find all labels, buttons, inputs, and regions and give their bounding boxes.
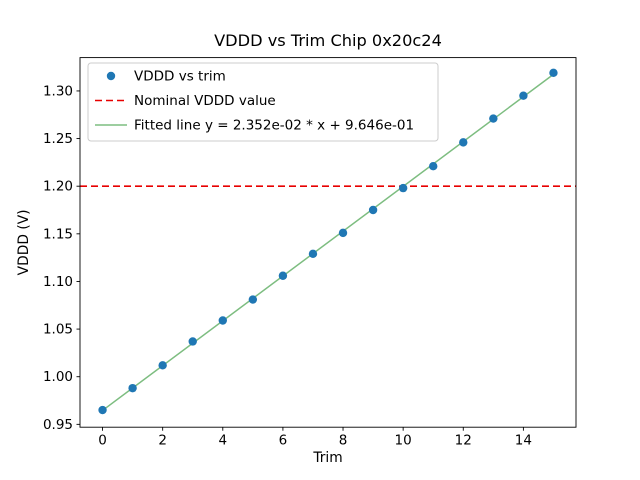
legend-label: VDDD vs trim bbox=[134, 69, 226, 85]
y-tick-label: 1.20 bbox=[43, 179, 73, 195]
data-point bbox=[459, 138, 468, 147]
data-point bbox=[248, 295, 258, 304]
legend-entry: Fitted line y = 2.352e-02 * x + 9.646e-0… bbox=[95, 118, 414, 134]
data-point bbox=[218, 316, 227, 325]
y-axis-label: VDDD (V) bbox=[16, 209, 32, 275]
x-tick-label: 12 bbox=[455, 433, 472, 449]
x-tick-label: 6 bbox=[279, 433, 288, 449]
y-axis: 0.95 1.00 1.05 1.10 1.15 1.20 1.25 1.30 bbox=[43, 83, 80, 433]
scatter-series bbox=[98, 68, 558, 415]
y-tick-label: 0.95 bbox=[43, 417, 73, 433]
data-point bbox=[398, 183, 408, 193]
legend-label: Nominal VDDD value bbox=[134, 93, 276, 109]
x-tick-label: 4 bbox=[218, 433, 227, 449]
data-point bbox=[308, 249, 318, 259]
legend-label: Fitted line y = 2.352e-02 * x + 9.646e-0… bbox=[134, 118, 414, 134]
data-point bbox=[338, 228, 348, 238]
y-tick-label: 1.05 bbox=[43, 322, 73, 338]
fitted-line-series bbox=[102, 73, 554, 412]
x-axis-label: Trim bbox=[312, 450, 342, 466]
data-point bbox=[188, 337, 197, 346]
chart-title: VDDD vs Trim Chip 0x20c24 bbox=[214, 31, 442, 50]
data-point bbox=[98, 405, 107, 415]
data-point bbox=[128, 383, 137, 393]
y-tick-label: 1.00 bbox=[43, 369, 73, 385]
x-tick-label: 14 bbox=[515, 433, 532, 449]
axes-frame bbox=[79, 57, 577, 428]
data-point bbox=[549, 68, 558, 78]
legend: VDDD vs trim Nominal VDDD value Fitted lin… bbox=[87, 62, 439, 142]
y-tick-label: 1.30 bbox=[43, 83, 73, 99]
x-tick-label: 8 bbox=[339, 433, 348, 449]
legend-marker-dot bbox=[106, 71, 116, 81]
data-point bbox=[158, 361, 167, 370]
data-point bbox=[429, 161, 438, 171]
fitted-line bbox=[102, 73, 554, 412]
x-axis: 0 2 4 6 8 10 12 14 bbox=[98, 427, 532, 449]
y-tick-label: 1.10 bbox=[43, 274, 73, 290]
data-point bbox=[519, 91, 528, 100]
y-tick-label: 1.15 bbox=[43, 226, 73, 242]
legend-box bbox=[87, 62, 439, 142]
data-point bbox=[278, 271, 288, 280]
x-tick-label: 0 bbox=[98, 433, 107, 449]
data-point bbox=[368, 205, 378, 215]
y-tick-label: 1.25 bbox=[43, 131, 73, 147]
data-point bbox=[489, 114, 498, 123]
x-tick-label: 10 bbox=[395, 433, 412, 449]
x-tick-label: 2 bbox=[158, 433, 167, 449]
legend-entry: Nominal VDDD value bbox=[95, 93, 276, 109]
legend-entry: VDDD vs trim bbox=[106, 69, 226, 85]
